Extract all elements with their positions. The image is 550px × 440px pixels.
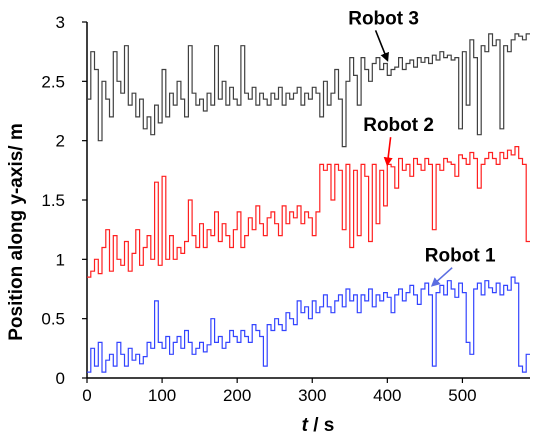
- y-tick-label: 1.5: [41, 191, 65, 210]
- x-axis-title: t / s: [302, 415, 335, 436]
- annotation-layer: Robot 3 Robot 2 Robot 1: [348, 8, 496, 287]
- x-tick-label: 500: [448, 386, 476, 405]
- y-tick-label: 2: [56, 132, 65, 151]
- x-tick-label: 0: [82, 386, 91, 405]
- series-layer: [87, 33, 530, 373]
- x-tick-label: 200: [223, 386, 251, 405]
- x-tick-label: 100: [148, 386, 176, 405]
- y-ticks: 0 0.5 1 1.5 2 2.5 3: [41, 13, 87, 388]
- annotation-arrow: [374, 30, 389, 62]
- series-line: [87, 33, 530, 148]
- y-tick-label: 0: [56, 369, 65, 388]
- series-robot-1: [87, 276, 530, 373]
- x-ticks: 0 100 200 300 400 500: [82, 378, 477, 405]
- plot-area: 0 100 200 300 400 500 00.511.522.53 Robot 3Ro…: [41, 8, 530, 405]
- annotation-label: Robot 3: [348, 8, 419, 29]
- series-line: [87, 276, 530, 373]
- y-tick-label: 2.5: [41, 72, 65, 91]
- x-axis-unit: / s: [308, 415, 334, 436]
- annotation-label: Robot 2: [363, 115, 434, 136]
- y-tick-label: 1: [56, 250, 65, 269]
- y-tick-label: 0.5: [41, 310, 65, 329]
- y-tick-label: 3: [56, 13, 65, 32]
- annotation-label: Robot 1: [425, 246, 496, 267]
- series-robot-2: [87, 146, 530, 278]
- x-axis-variable: t: [302, 415, 309, 436]
- x-tick-label: 400: [373, 386, 401, 405]
- y-axis-title: Position along y-axis/ m: [6, 123, 27, 341]
- series-line: [87, 146, 530, 278]
- series-robot-3: [87, 33, 530, 148]
- annotation-arrow: [383, 137, 393, 167]
- annotation-arrow: [430, 267, 453, 287]
- x-tick-label: 300: [298, 386, 326, 405]
